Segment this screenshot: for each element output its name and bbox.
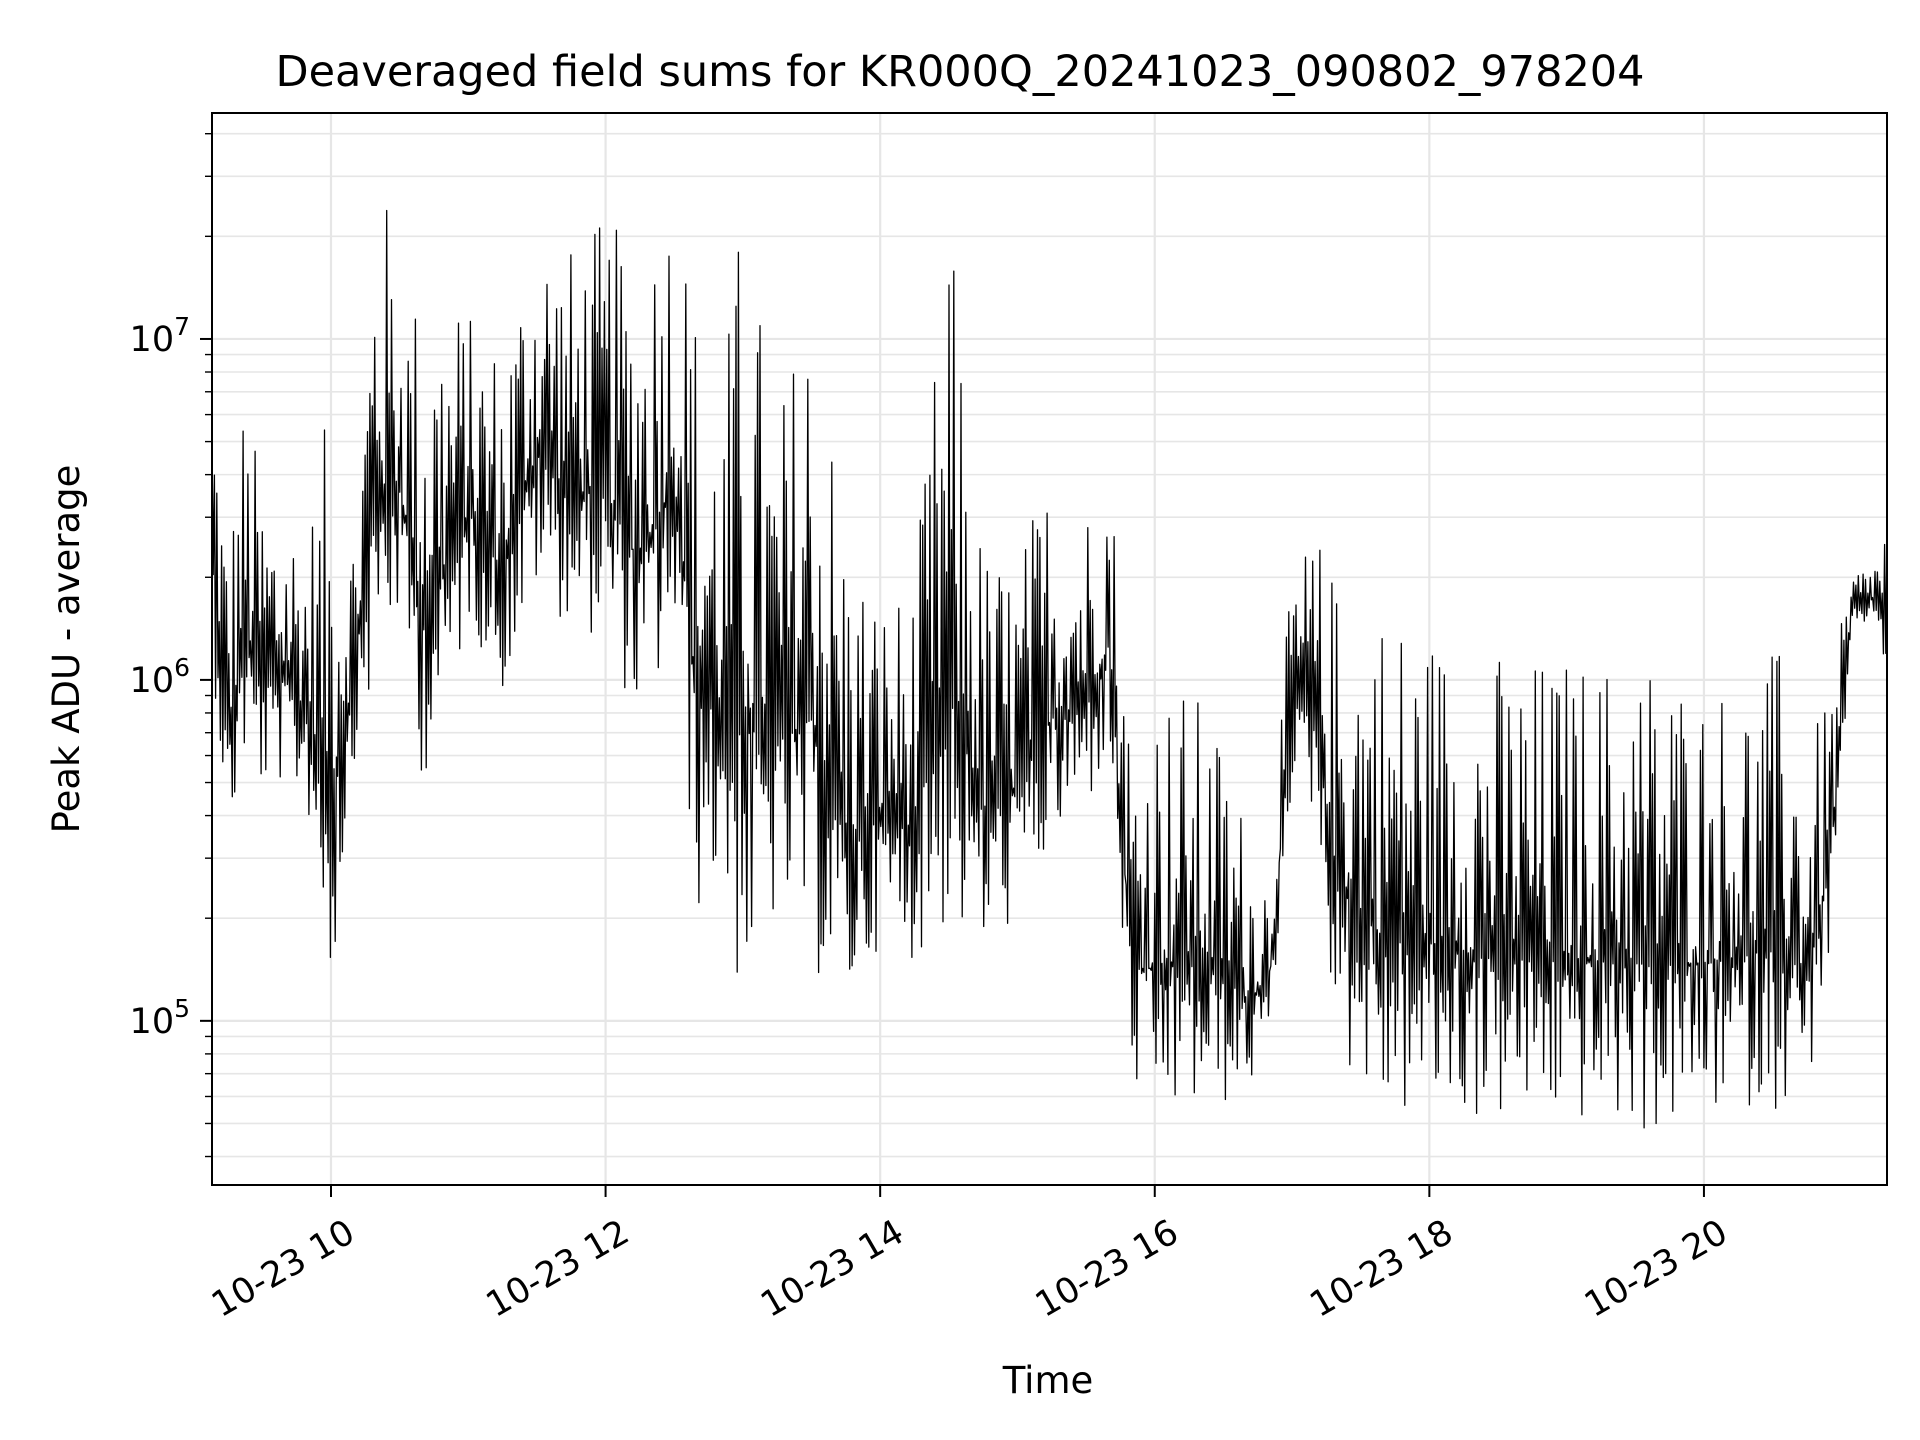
x-axis-label: Time (1002, 1359, 1094, 1402)
y-axis-label: Peak ADU - average (45, 465, 88, 834)
series-line (211, 209, 1888, 1129)
series-line-trace (211, 209, 1888, 1129)
y-tick-label: 105 (130, 994, 190, 1042)
y-tick-label: 107 (130, 312, 190, 360)
plot-frame (211, 112, 1888, 1186)
y-tick-label: 106 (130, 653, 190, 701)
chart-title: Deaveraged field sums for KR000Q_2024102… (275, 47, 1644, 97)
y-axis: 105 106 107 (130, 132, 212, 1158)
